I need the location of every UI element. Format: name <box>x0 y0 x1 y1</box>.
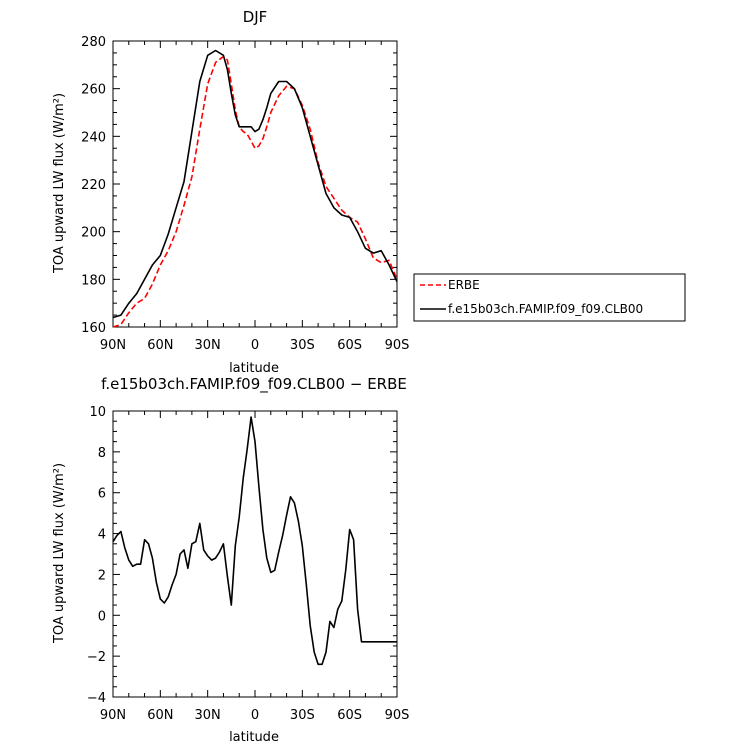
top-y-tick-label: 280 <box>81 35 106 50</box>
bottom-y-tick-label: 10 <box>89 405 106 420</box>
top-x-tick-label: 30S <box>290 338 315 353</box>
bottom-y-tick-label: −2 <box>87 650 106 665</box>
bottom-x-axis-label: latitude <box>229 730 279 745</box>
difference-line <box>112 416 397 666</box>
bottom-x-tick-label: 60S <box>337 708 362 723</box>
top-x-tick-label: 90S <box>385 338 410 353</box>
legend-box <box>413 273 686 322</box>
top-x-tick-label: 0 <box>251 338 259 353</box>
bottom-x-tick-label: 90N <box>100 708 126 723</box>
top-chart-title: DJF <box>243 8 268 26</box>
top-y-tick-label: 160 <box>81 321 106 336</box>
top-x-tick-label: 90N <box>100 338 126 353</box>
top-y-tick-label: 260 <box>81 83 106 98</box>
bottom-x-tick-label: 30N <box>195 708 221 723</box>
bottom-y-axis-label: TOA upward LW flux (W/m²) <box>52 463 67 644</box>
legend-label-model: f.e15b03ch.FAMIP.f09_f09.CLB00 <box>448 302 643 316</box>
top-x-tick-label: 30N <box>195 338 221 353</box>
bottom-y-tick-label: −4 <box>87 691 106 706</box>
top-plot: 90N 60N 30N 0 30S 60S 90S 160 180 200 220 240 260 280 <box>81 35 409 353</box>
bottom-plot: 90N 60N 30N 0 30S 60S 90S −4 −2 0 2 4 6 8 10 <box>87 405 410 723</box>
series-line-f-e15b03ch-famip-f09-f09-clb00 <box>112 49 398 319</box>
top-y-tick-label: 220 <box>81 178 106 193</box>
bottom-x-tick-label: 60N <box>147 708 173 723</box>
bottom-x-tick-label: 30S <box>290 708 315 723</box>
bottom-y-tick-label: 6 <box>98 487 106 502</box>
top-y-tick-label: 240 <box>81 130 106 145</box>
bottom-x-tick-label: 0 <box>251 708 259 723</box>
bottom-x-tick-label: 90S <box>385 708 410 723</box>
top-x-tick-label: 60N <box>147 338 173 353</box>
bottom-chart-title: f.e15b03ch.FAMIP.f09_f09.CLB00 − ERBE <box>101 375 407 394</box>
bottom-y-tick-label: 0 <box>98 609 106 624</box>
legend: ERBE f.e15b03ch.FAMIP.f09_f09.CLB00 <box>413 273 686 322</box>
top-x-tick-label: 60S <box>337 338 362 353</box>
top-y-tick-label: 200 <box>81 226 106 241</box>
top-x-axis-label: latitude <box>229 361 279 376</box>
top-plot-frame <box>112 40 398 328</box>
top-y-axis-label: TOA upward LW flux (W/m²) <box>52 93 67 274</box>
bottom-y-tick-label: 2 <box>98 568 106 583</box>
top-y-tick-label: 180 <box>81 273 106 288</box>
bottom-y-tick-label: 8 <box>98 446 106 461</box>
bottom-y-tick-label: 4 <box>98 528 106 543</box>
series-line-erbe <box>112 55 398 328</box>
legend-label-erbe: ERBE <box>448 278 480 292</box>
